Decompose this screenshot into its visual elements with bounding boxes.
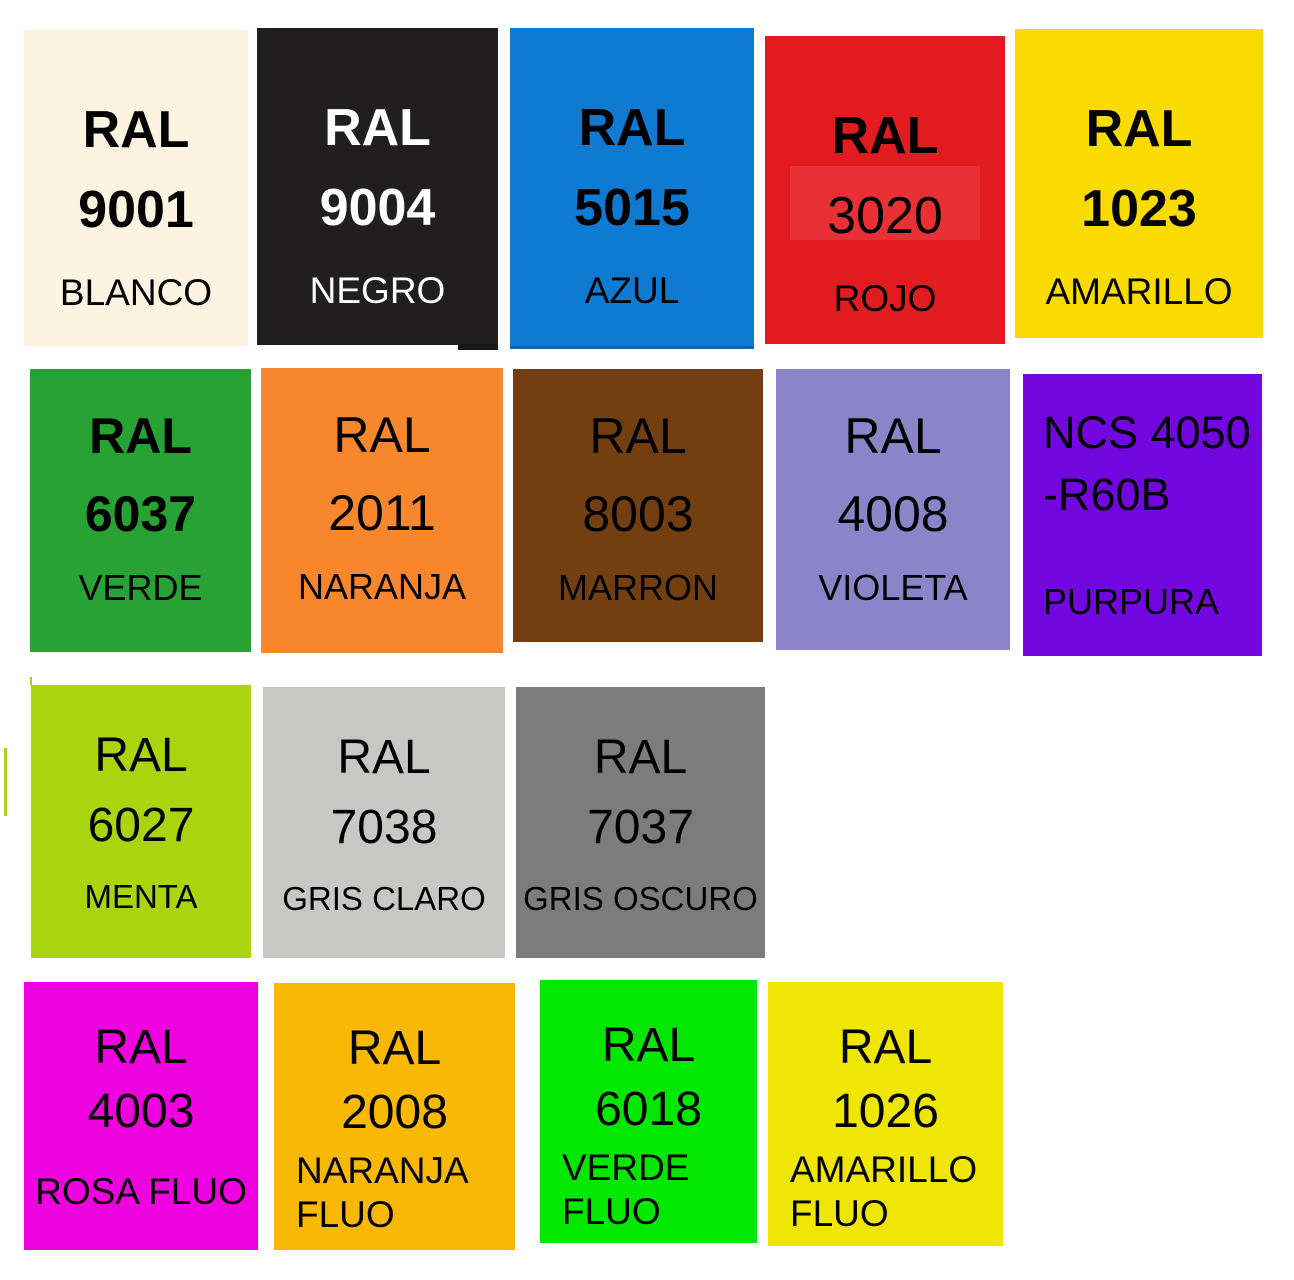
color-swatch-ral-4003[interactable]: RAL 4003 ROSA FLUO bbox=[24, 982, 258, 1250]
color-code-line2: 9004 bbox=[319, 179, 436, 237]
color-name: GRIS OSCURO bbox=[523, 880, 758, 917]
color-code: RAL 8003 bbox=[513, 397, 763, 553]
color-name: NARANJA FLUO bbox=[296, 1150, 467, 1235]
color-code-line2: 5015 bbox=[574, 179, 690, 237]
color-code-line2: 4003 bbox=[87, 1085, 195, 1138]
color-code: RAL 2008 bbox=[274, 1017, 515, 1145]
color-code: RAL 6018 bbox=[540, 1014, 757, 1142]
color-code-line2: 7037 bbox=[587, 801, 694, 854]
color-swatch-ral-4008[interactable]: RAL 4008 VIOLETA bbox=[776, 369, 1010, 650]
color-code-line2: -R60B bbox=[1043, 469, 1171, 520]
color-swatch-ral-8003[interactable]: RAL 8003 MARRON bbox=[513, 369, 763, 642]
color-swatch-ral-7037[interactable]: RAL 7037 GRIS OSCURO bbox=[516, 687, 765, 958]
color-code-line1: RAL bbox=[578, 99, 686, 157]
color-code: NCS 4050 -R60B bbox=[1043, 402, 1252, 526]
color-code-line2: 6027 bbox=[87, 799, 195, 852]
color-code: RAL 9001 bbox=[24, 90, 248, 250]
color-code-line2: 2011 bbox=[328, 485, 436, 541]
color-code-line1: RAL bbox=[94, 729, 188, 782]
color-name: NARANJA bbox=[297, 566, 467, 607]
color-name: MARRON bbox=[558, 567, 718, 608]
color-swatch-ral-5015[interactable]: RAL 5015 AZUL bbox=[510, 28, 754, 349]
color-code-line2: 9001 bbox=[78, 181, 194, 239]
color-code: RAL 6037 bbox=[30, 397, 251, 553]
color-swatch-ral-9004[interactable]: RAL 9004 NEGRO bbox=[257, 28, 498, 345]
color-name: VERDE bbox=[78, 567, 203, 608]
color-name: AMARILLO bbox=[1045, 271, 1233, 312]
color-code: RAL 5015 bbox=[510, 88, 754, 248]
color-code: RAL 3020 bbox=[765, 96, 1005, 256]
color-name: MENTA bbox=[84, 878, 198, 915]
color-name: NEGRO bbox=[309, 270, 446, 311]
color-swatch-ral-6018[interactable]: RAL 6018 VERDE FLUO bbox=[540, 980, 757, 1243]
color-code: RAL 7038 bbox=[263, 723, 505, 863]
color-code-line2: 6037 bbox=[84, 486, 197, 542]
color-name: VERDE FLUO bbox=[562, 1147, 690, 1232]
color-name: AMARILLO FLUO bbox=[790, 1149, 978, 1234]
color-code: RAL 6027 bbox=[31, 721, 251, 861]
color-code: RAL 9004 bbox=[257, 88, 498, 248]
color-name: ROSA FLUO bbox=[35, 1171, 247, 1212]
color-code-line1: RAL bbox=[1085, 100, 1193, 158]
color-swatch-ral-3020[interactable]: RAL 3020 ROJO bbox=[765, 36, 1005, 344]
color-name: PURPURA bbox=[1043, 581, 1220, 622]
color-swatch-ncs-4050-r60b[interactable]: NCS 4050 -R60B PURPURA bbox=[1023, 374, 1262, 656]
color-code: RAL 2011 bbox=[261, 396, 503, 552]
color-code-line1: RAL bbox=[844, 408, 942, 464]
color-code-line1: RAL bbox=[324, 99, 431, 157]
color-code-line2: 8003 bbox=[582, 486, 694, 542]
color-code-line2: 7038 bbox=[330, 801, 438, 854]
color-swatch-ral-1026[interactable]: RAL 1026 AMARILLO FLUO bbox=[768, 982, 1003, 1246]
color-code: RAL 1023 bbox=[1015, 89, 1263, 249]
color-code-line1: RAL bbox=[94, 1021, 188, 1074]
color-swatch-ral-9001[interactable]: RAL 9001 BLANCO bbox=[24, 30, 248, 346]
color-code-line2: 1026 bbox=[832, 1085, 939, 1138]
dark-nub-artifact bbox=[458, 344, 498, 350]
color-code-line1: RAL bbox=[337, 731, 431, 784]
color-code-line1: RAL bbox=[838, 1021, 933, 1074]
color-code-line1: RAL bbox=[589, 408, 687, 464]
color-code: RAL 4003 bbox=[24, 1016, 258, 1144]
color-code-line2: 4008 bbox=[837, 486, 949, 542]
color-name: ROJO bbox=[833, 278, 937, 319]
color-swatch-ral-7038[interactable]: RAL 7038 GRIS CLARO bbox=[263, 687, 505, 958]
color-code-line2: 6018 bbox=[595, 1083, 702, 1136]
color-code-line1: RAL bbox=[333, 407, 431, 463]
color-swatch-ral-6037[interactable]: RAL 6037 VERDE bbox=[30, 369, 251, 652]
color-code-line1: RAL bbox=[89, 408, 192, 464]
color-code-line1: RAL bbox=[347, 1022, 442, 1075]
color-code-line2: 2008 bbox=[341, 1086, 448, 1139]
color-swatch-ral-6027[interactable]: RAL 6027 MENTA bbox=[31, 685, 251, 958]
color-name: AZUL bbox=[584, 270, 680, 311]
green-notch-artifact bbox=[30, 677, 32, 686]
color-swatch-ral-1023[interactable]: RAL 1023 AMARILLO bbox=[1015, 29, 1263, 338]
color-swatch-ral-2008[interactable]: RAL 2008 NARANJA FLUO bbox=[274, 983, 515, 1250]
lighter-shade-band bbox=[790, 166, 980, 240]
color-name: GRIS CLARO bbox=[282, 880, 486, 917]
color-code-line2: 3020 bbox=[827, 187, 943, 245]
color-code-line1: RAL bbox=[601, 1019, 696, 1072]
color-code: RAL 1026 bbox=[768, 1016, 1003, 1144]
color-name: VIOLETA bbox=[818, 567, 968, 608]
color-swatch-ral-2011[interactable]: RAL 2011 NARANJA bbox=[261, 368, 503, 653]
green-tick-artifact bbox=[4, 748, 7, 816]
color-name: BLANCO bbox=[59, 272, 213, 313]
color-code: RAL 4008 bbox=[776, 397, 1010, 553]
color-code-line2: 1023 bbox=[1081, 180, 1197, 238]
color-code-line1: RAL bbox=[831, 107, 939, 165]
color-code-line1: RAL bbox=[82, 101, 190, 159]
color-code: RAL 7037 bbox=[516, 723, 765, 863]
color-code-line1: RAL bbox=[593, 731, 688, 784]
color-code-line1: NCS 4050 bbox=[1043, 407, 1251, 458]
